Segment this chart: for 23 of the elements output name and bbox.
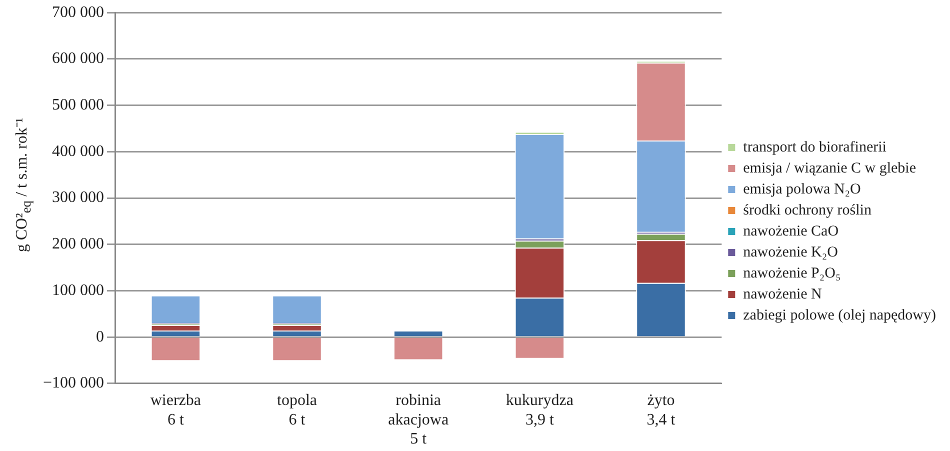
- y-tick-label: 200 000: [52, 236, 104, 253]
- x-tick-label: kukurydza 3,9 t: [506, 392, 574, 428]
- y-tick-label: 0: [96, 328, 104, 346]
- legend-label: emisja polowa N₂O: [743, 181, 862, 198]
- legend-label: nawożenie P₂O₅: [743, 265, 841, 282]
- legend-label: nawożenie CaO: [743, 223, 839, 240]
- legend-label: nawożenie N: [743, 286, 822, 302]
- y-tick-label: 300 000: [52, 189, 104, 206]
- legend-label: środki ochrony roślin: [743, 202, 872, 218]
- y-tick-label: 600 000: [52, 50, 104, 68]
- y-tick-label: 500 000: [52, 96, 104, 114]
- x-tick-label: żyto 3,4 t: [646, 392, 676, 428]
- x-tick-label: wierzba 6 t: [150, 392, 202, 428]
- y-tick-label: 700 000: [52, 4, 104, 21]
- y-tick-label: 100 000: [52, 282, 104, 299]
- x-tick-label: robinia akacjowa 5 t: [388, 392, 449, 448]
- legend-label: transport do biorafinerii: [743, 139, 886, 156]
- legend-label: emisja / wiązanie C w glebie: [743, 160, 916, 176]
- legend-label: nawożenie K₂O: [743, 244, 838, 260]
- y-tick-label: −100 000: [42, 374, 104, 392]
- y-tick-label: 400 000: [52, 142, 104, 160]
- x-tick-label: topola 6 t: [277, 392, 318, 428]
- legend-label: zabiegi polowe (olej napędowy): [743, 307, 936, 324]
